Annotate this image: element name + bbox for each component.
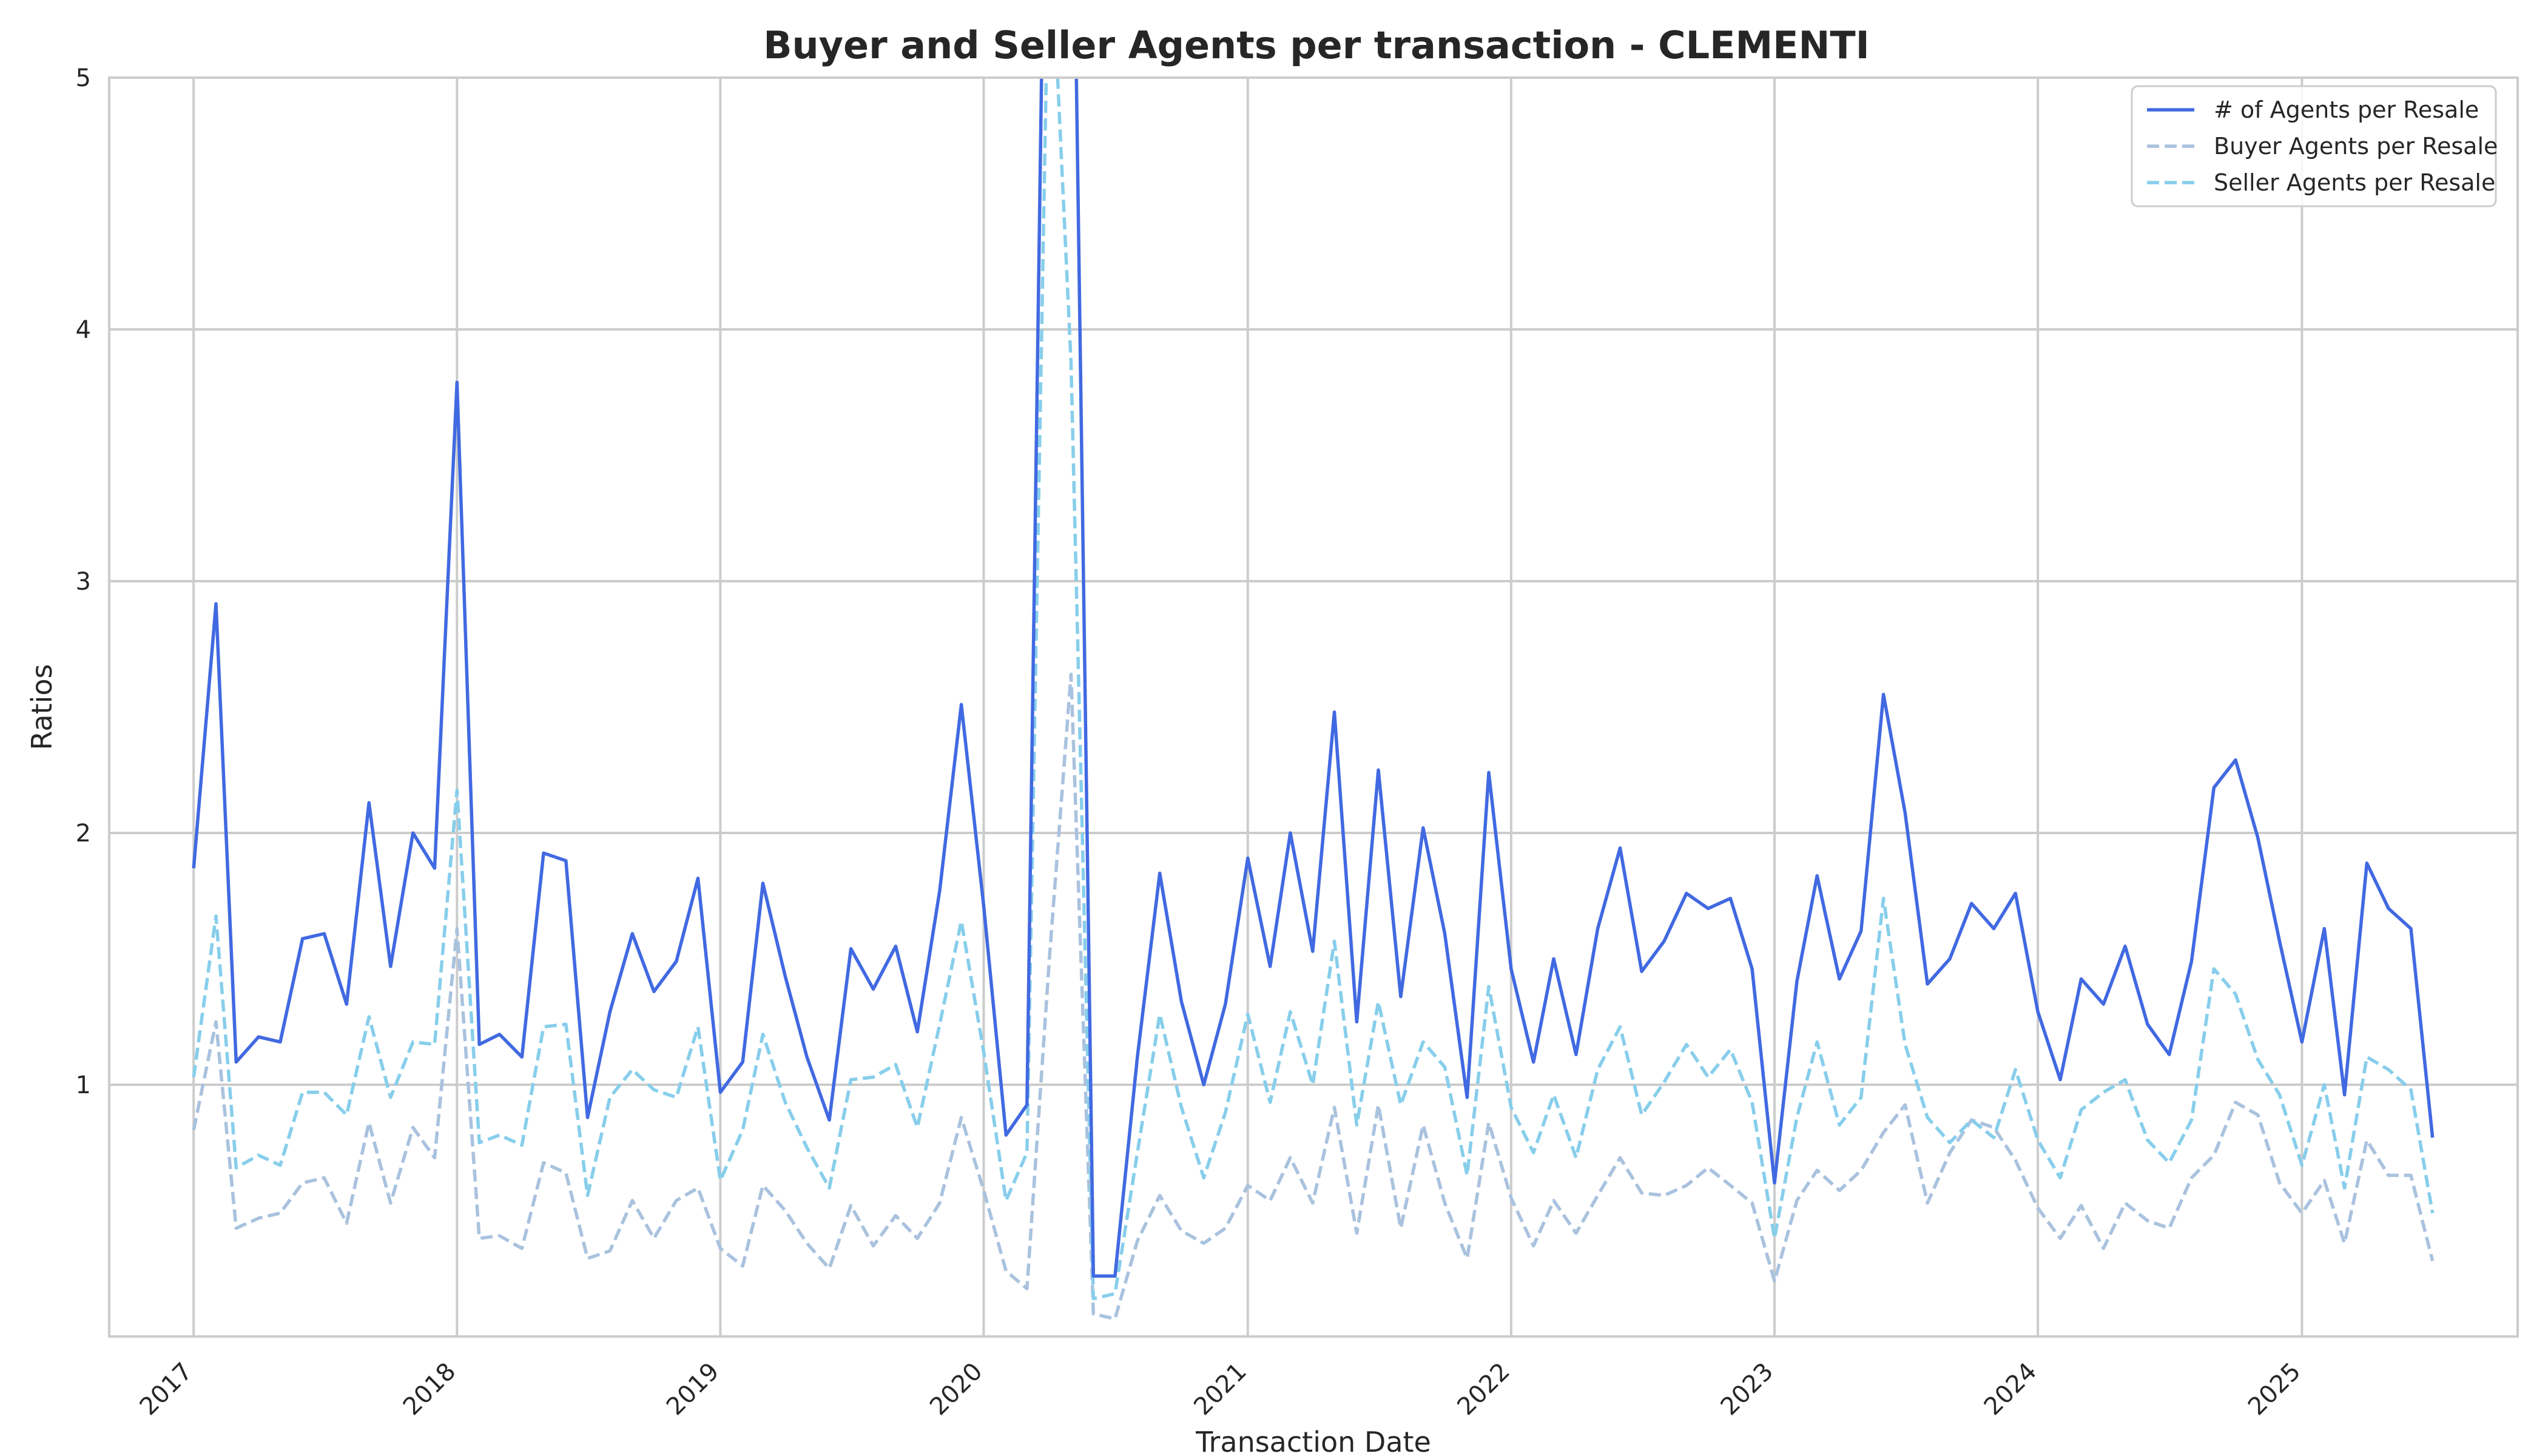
series-line-0 xyxy=(192,78,2435,1278)
legend-label-1: Buyer Agents per Resale xyxy=(2214,133,2498,160)
plot-area xyxy=(192,78,2435,1321)
series-line-2 xyxy=(192,78,2435,1301)
plot-frame xyxy=(108,76,2519,1338)
legend: # of Agents per Resale Buyer Agents per R… xyxy=(2131,85,2498,207)
x-axis-label: Transaction Date xyxy=(1195,1426,1431,1456)
y-axis-ticks: 1 2 3 4 5 xyxy=(76,64,91,1099)
legend-label-0: # of Agents per Resale xyxy=(2214,96,2479,123)
y-tick-label: 2 xyxy=(76,820,91,848)
y-tick-label: 5 xyxy=(76,64,91,92)
series-line-1 xyxy=(192,672,2435,1321)
chart-title: Buyer and Seller Agents per transaction … xyxy=(763,23,1870,67)
y-axis-label: Ratios xyxy=(25,664,58,750)
y-tick-label: 4 xyxy=(76,316,91,344)
legend-label-2: Seller Agents per Resale xyxy=(2214,169,2495,196)
y-tick-label: 1 xyxy=(76,1071,91,1099)
y-tick-label: 3 xyxy=(76,568,91,596)
legend-box xyxy=(2131,85,2497,207)
